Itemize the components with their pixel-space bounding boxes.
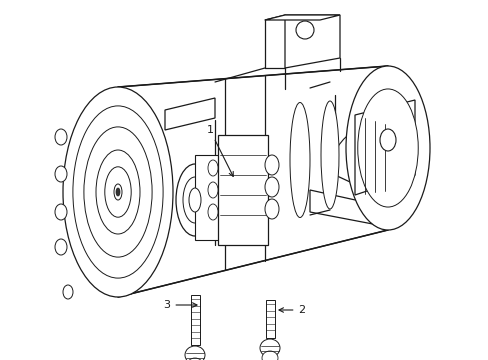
Ellipse shape <box>116 188 120 196</box>
Ellipse shape <box>183 177 206 223</box>
Ellipse shape <box>55 239 67 255</box>
Ellipse shape <box>207 204 218 220</box>
Polygon shape <box>285 15 339 68</box>
Ellipse shape <box>289 103 309 217</box>
Ellipse shape <box>176 164 214 236</box>
Ellipse shape <box>55 204 67 220</box>
Ellipse shape <box>63 285 73 299</box>
Ellipse shape <box>262 351 278 360</box>
Text: 1: 1 <box>206 125 233 176</box>
Ellipse shape <box>184 346 204 360</box>
Polygon shape <box>354 100 414 195</box>
Polygon shape <box>309 190 377 225</box>
Ellipse shape <box>96 150 140 234</box>
Ellipse shape <box>357 89 417 207</box>
Ellipse shape <box>260 339 280 357</box>
Polygon shape <box>190 295 199 345</box>
Text: 3: 3 <box>163 300 197 310</box>
Polygon shape <box>164 98 215 130</box>
Ellipse shape <box>84 127 152 257</box>
Ellipse shape <box>264 155 279 175</box>
Polygon shape <box>265 300 274 338</box>
Ellipse shape <box>63 87 173 297</box>
Ellipse shape <box>55 129 67 145</box>
Polygon shape <box>264 15 339 20</box>
Ellipse shape <box>207 182 218 198</box>
Ellipse shape <box>104 167 131 217</box>
Ellipse shape <box>295 21 313 39</box>
Ellipse shape <box>189 188 201 212</box>
Polygon shape <box>118 66 387 297</box>
Ellipse shape <box>264 177 279 197</box>
Text: 2: 2 <box>279 305 305 315</box>
Ellipse shape <box>320 101 338 209</box>
Ellipse shape <box>207 160 218 176</box>
Polygon shape <box>218 135 267 245</box>
Ellipse shape <box>73 106 163 278</box>
Ellipse shape <box>346 66 429 230</box>
Ellipse shape <box>186 358 203 360</box>
Ellipse shape <box>379 129 395 151</box>
Ellipse shape <box>114 184 122 200</box>
Ellipse shape <box>264 199 279 219</box>
Ellipse shape <box>55 166 67 182</box>
Polygon shape <box>195 155 220 240</box>
